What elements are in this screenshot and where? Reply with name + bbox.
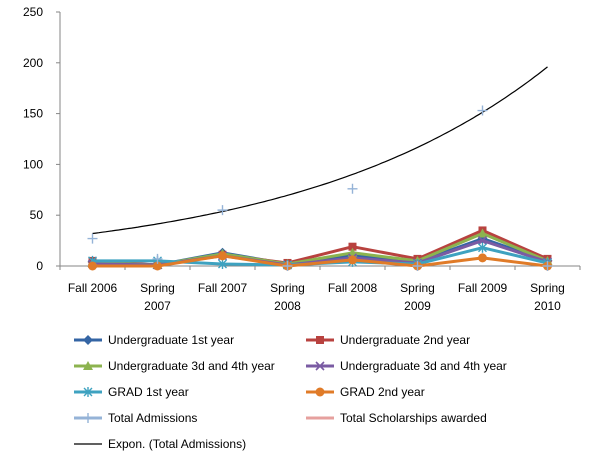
legend-item: Undergraduate 1st year xyxy=(74,333,234,347)
x-tick-label: Fall 2007 xyxy=(198,281,248,295)
legend-item: Total Scholarships awarded xyxy=(306,411,487,425)
y-tick-label: 0 xyxy=(36,259,43,273)
x-tick-label: Fall 2008 xyxy=(328,281,378,295)
legend-marker xyxy=(316,336,324,344)
legend-marker xyxy=(83,335,93,345)
series-line xyxy=(92,254,548,268)
legend-label: Undergraduate 1st year xyxy=(108,333,234,347)
legend-marker xyxy=(83,413,93,423)
data-point xyxy=(477,105,488,116)
legend-marker xyxy=(83,361,93,370)
series-6 xyxy=(87,105,553,271)
x-tick-label: Fall 2009 xyxy=(458,281,508,295)
trendline-expon-total-admissions xyxy=(92,66,548,235)
legend-label: Total Scholarships awarded xyxy=(340,411,487,425)
data-point xyxy=(282,261,293,271)
data-point xyxy=(152,253,163,264)
data-point xyxy=(153,261,162,271)
legend-item: GRAD 1st year xyxy=(74,385,189,399)
x-tick-label: Spring 2008 xyxy=(270,281,305,313)
series-5 xyxy=(88,251,552,271)
x-tick-label: Fall 2006 xyxy=(68,281,118,295)
y-tick-label: 150 xyxy=(23,107,43,121)
legend-item: Total Admissions xyxy=(74,411,197,425)
axes xyxy=(56,11,581,270)
plot-area xyxy=(87,66,553,271)
y-tick-label: 100 xyxy=(23,157,43,171)
legend-label: Total Admissions xyxy=(108,411,197,425)
y-tick-label: 200 xyxy=(23,56,43,70)
legend-label: Expon. (Total Admissions) xyxy=(108,437,246,451)
legend-item: GRAD 2nd year xyxy=(306,385,425,399)
x-tick-label: Spring 2010 xyxy=(530,281,565,313)
legend-item: Expon. (Total Admissions) xyxy=(74,437,246,451)
data-point xyxy=(542,261,553,271)
legend-item: Undergraduate 2nd year xyxy=(306,333,470,347)
data-point xyxy=(478,242,487,253)
data-point xyxy=(477,228,488,238)
legend-label: Undergraduate 2nd year xyxy=(340,333,470,347)
data-point xyxy=(88,261,97,271)
legend-label: GRAD 1st year xyxy=(108,385,189,399)
legend-label: GRAD 2nd year xyxy=(340,385,425,399)
data-point xyxy=(87,233,98,244)
data-point xyxy=(347,183,358,194)
legend-item: Undergraduate 3d and 4th year xyxy=(74,359,275,373)
data-point xyxy=(348,255,357,265)
x-tick-label: Spring 2009 xyxy=(400,281,435,313)
legend-label: Undergraduate 3d and 4th year xyxy=(108,359,275,373)
legend-marker xyxy=(315,361,325,371)
x-tick-label: Spring 2007 xyxy=(140,281,175,313)
legend-item: Undergraduate 3d and 4th year xyxy=(306,359,507,373)
data-point xyxy=(218,258,227,269)
data-point xyxy=(478,253,487,263)
data-point xyxy=(477,236,488,246)
legend-label: Undergraduate 3d and 4th year xyxy=(340,359,507,373)
legend-marker xyxy=(315,387,325,397)
legend: Undergraduate 1st year Undergraduate 2nd … xyxy=(74,333,507,451)
y-tick-label: 250 xyxy=(23,5,43,19)
data-point xyxy=(217,205,228,216)
data-point xyxy=(218,251,227,261)
y-tick-label: 50 xyxy=(30,208,44,222)
tick-labels: 0 50 100 150 200 250 Fall 2006 Spring 2007 Fall 2… xyxy=(23,5,565,313)
data-point xyxy=(412,261,423,271)
data-point xyxy=(348,242,357,251)
legend-marker xyxy=(83,387,93,397)
